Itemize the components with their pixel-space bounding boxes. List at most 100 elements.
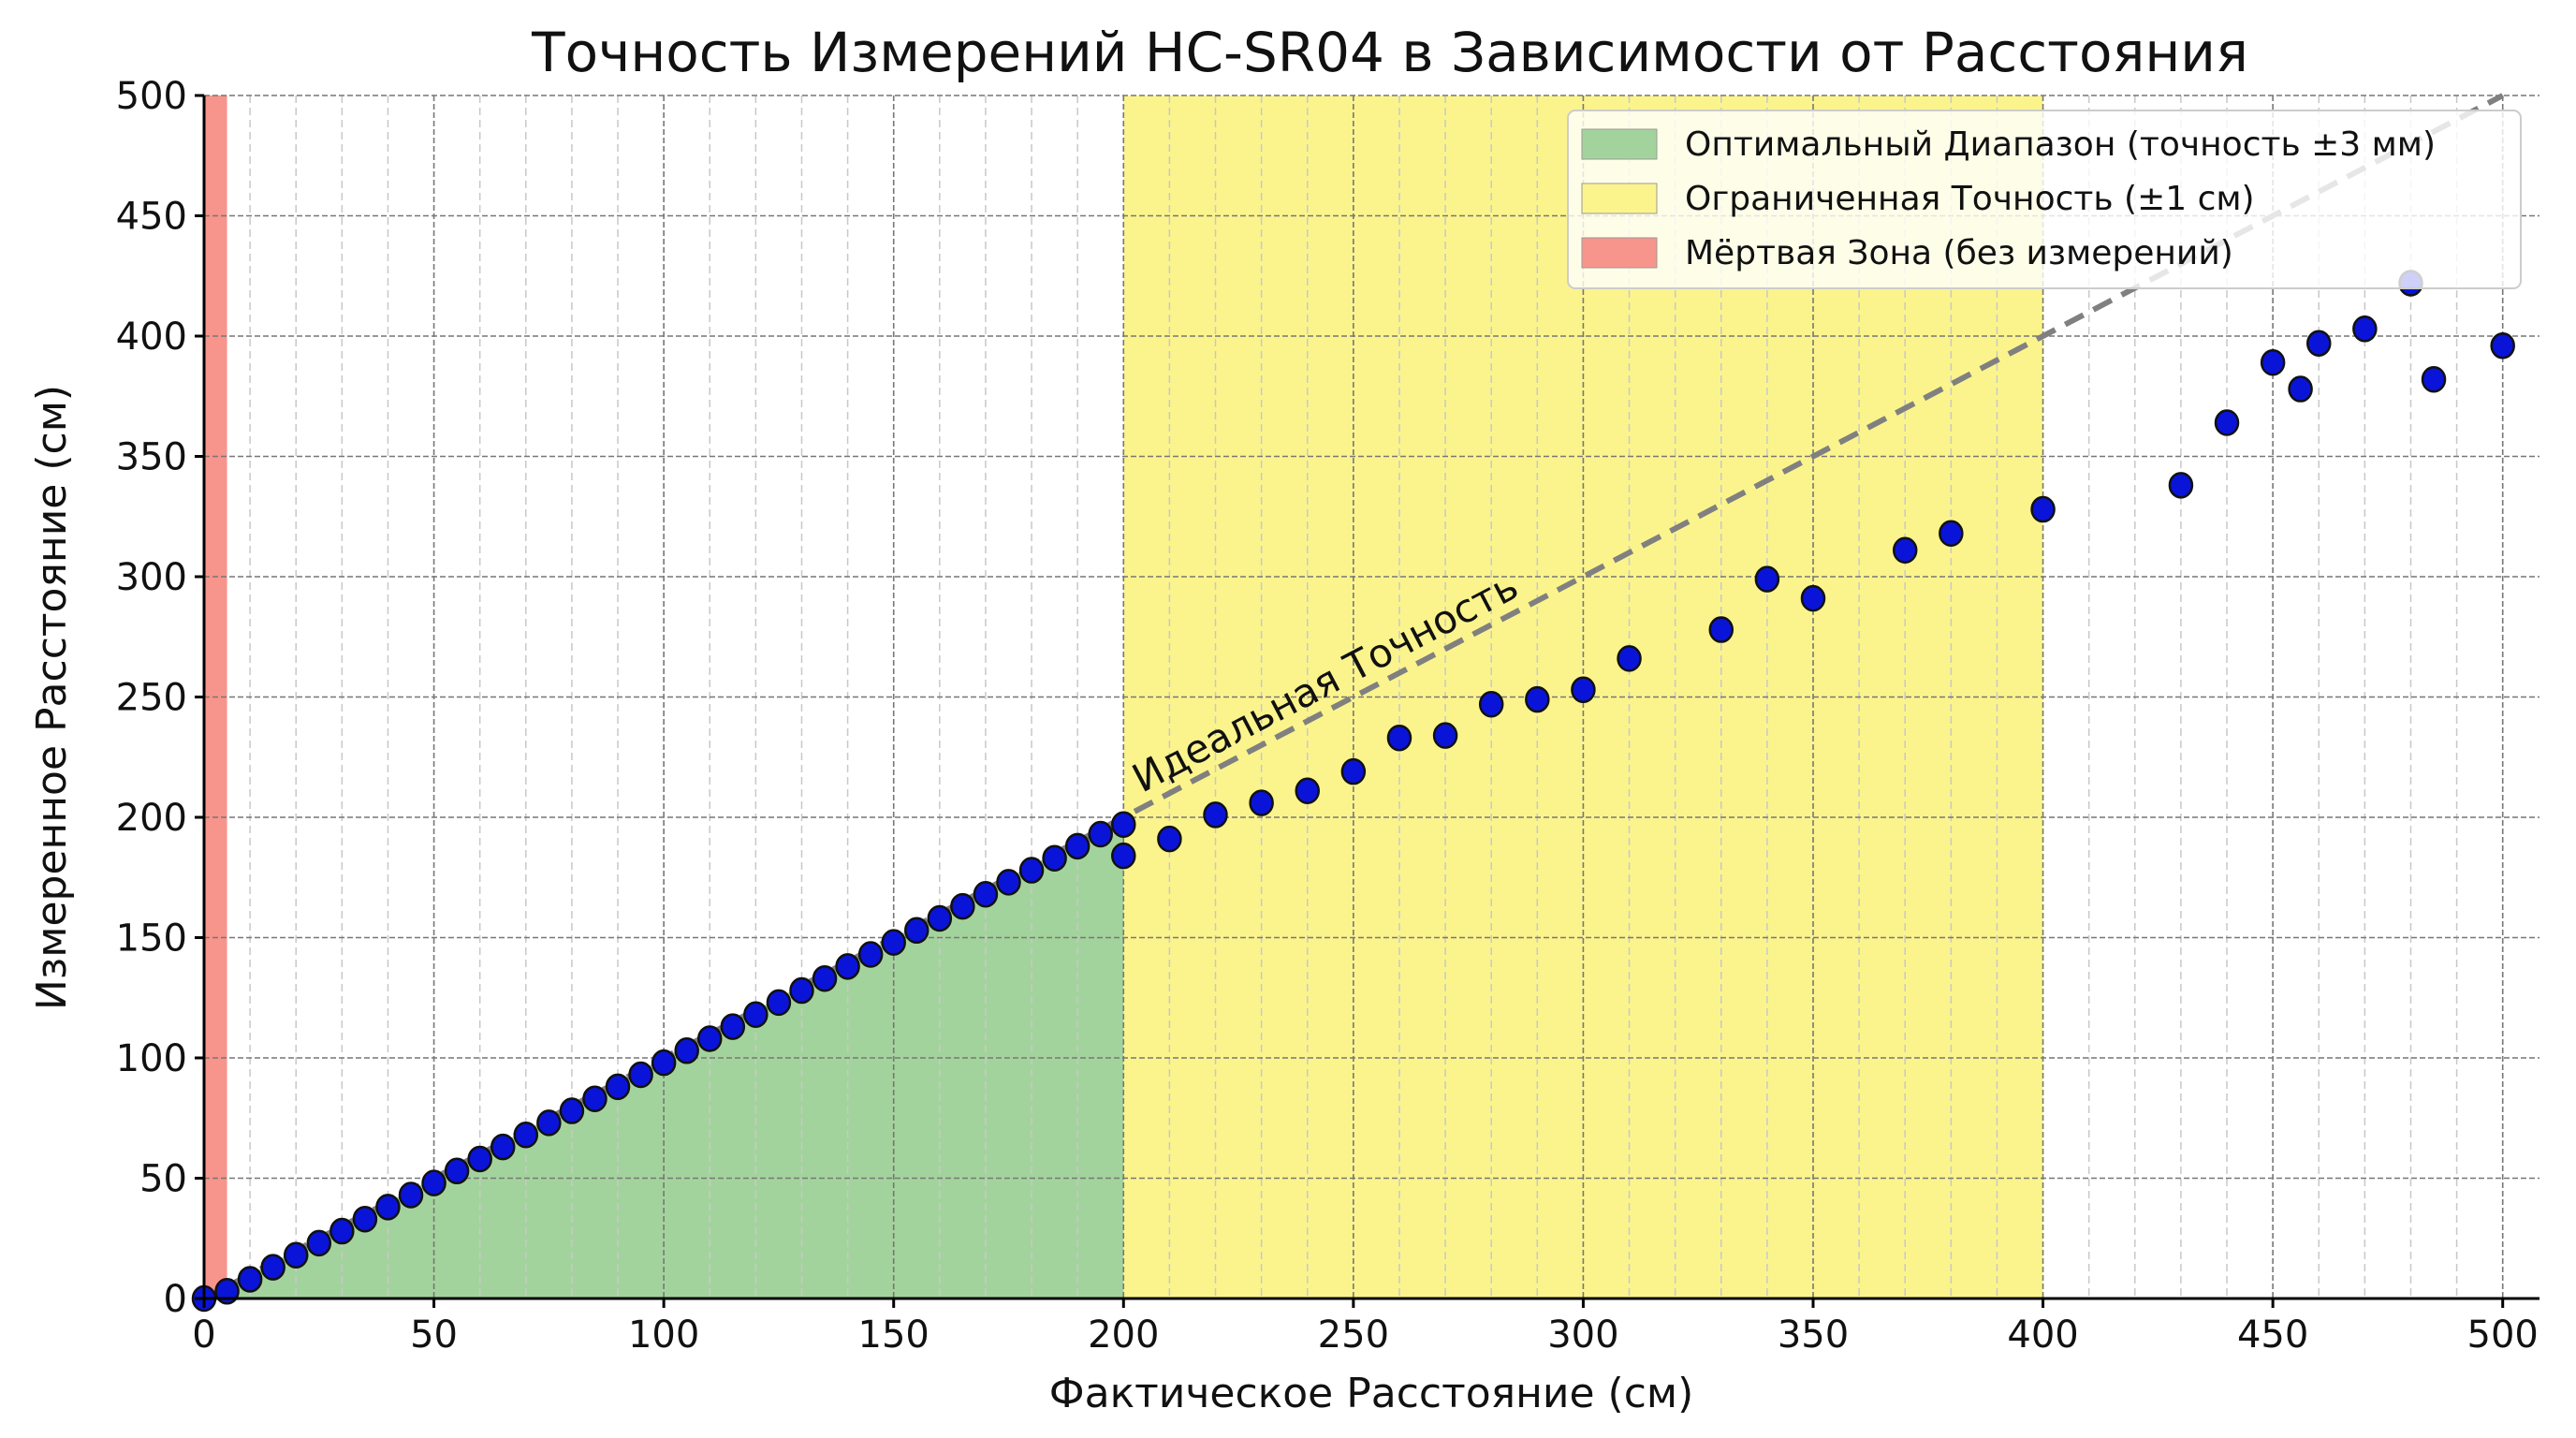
data-point xyxy=(1478,690,1504,718)
data-point xyxy=(1157,825,1182,853)
data-point xyxy=(237,1266,263,1293)
y-tick-label: 50 xyxy=(139,1158,187,1201)
y-tick-label: 450 xyxy=(116,196,187,239)
legend-swatch xyxy=(1581,128,1658,160)
data-point xyxy=(812,964,838,992)
axes: 0 50 100 150 200 250 300 350 400 450 500 0 50 100 150 2… xyxy=(116,75,2539,1357)
data-point xyxy=(467,1145,492,1173)
x-tick-label: 250 xyxy=(1318,1313,1389,1357)
data-point xyxy=(1042,844,1067,872)
data-point xyxy=(1064,832,1090,860)
data-point xyxy=(306,1229,332,1257)
x-tick-label: 350 xyxy=(1778,1313,1849,1357)
y-tick-label: 250 xyxy=(116,677,187,720)
data-point xyxy=(536,1109,562,1137)
data-point xyxy=(996,869,1021,896)
data-point xyxy=(881,929,906,956)
data-point xyxy=(1708,616,1734,643)
data-point xyxy=(720,1013,746,1040)
legend-entry: Мёртвая Зона (без измерений) xyxy=(1685,234,2233,272)
data-point xyxy=(375,1194,401,1221)
data-point xyxy=(398,1181,424,1209)
y-tick-label: 400 xyxy=(116,315,187,359)
data-point xyxy=(789,976,814,1005)
data-point xyxy=(559,1097,585,1124)
x-tick-label: 500 xyxy=(2467,1313,2539,1357)
legend-entry: Оптимальный Диапазон (точность ±3 мм) xyxy=(1685,125,2436,164)
legend-box xyxy=(1567,110,2522,289)
data-point xyxy=(1571,676,1596,704)
legend-entry: Ограниченная Точность (±1 см) xyxy=(1685,180,2255,218)
y-tick-label: 100 xyxy=(116,1037,187,1080)
data-point xyxy=(904,917,929,945)
y-tick-label: 0 xyxy=(164,1278,187,1321)
y-tick-label: 150 xyxy=(116,917,187,961)
data-point xyxy=(628,1061,653,1089)
data-point xyxy=(674,1037,699,1064)
data-point xyxy=(2421,366,2447,393)
data-point xyxy=(1111,842,1136,870)
x-axis-label: Фактическое Расстояние (см) xyxy=(1049,1370,1694,1417)
data-point xyxy=(1018,857,1045,884)
data-point xyxy=(927,904,953,932)
data-point xyxy=(1295,777,1320,804)
legend: Оптимальный Диапазон (точность ±3 мм) Огр… xyxy=(1567,110,2522,289)
data-point xyxy=(1617,645,1642,672)
data-point xyxy=(1432,722,1458,749)
y-tick-label: 300 xyxy=(116,556,187,599)
y-tick-label: 200 xyxy=(116,797,187,840)
data-point xyxy=(950,892,975,920)
y-tick-label: 350 xyxy=(116,436,187,479)
data-point xyxy=(2288,375,2313,403)
x-tick-label: 400 xyxy=(2007,1313,2078,1357)
data-point xyxy=(1386,724,1412,752)
x-tick-label: 50 xyxy=(410,1313,458,1357)
data-point xyxy=(513,1121,539,1149)
grid xyxy=(203,95,2539,1299)
data-point xyxy=(973,880,999,908)
data-point xyxy=(1800,584,1826,612)
data-point xyxy=(2352,315,2378,343)
data-point xyxy=(766,989,792,1017)
y-tick-label: 500 xyxy=(116,75,187,118)
data-point xyxy=(605,1073,631,1101)
data-point xyxy=(1892,536,1918,564)
data-point xyxy=(1754,565,1780,593)
data-point xyxy=(697,1025,723,1052)
y-axis-label: Измеренное Расстояние (см) xyxy=(28,385,76,1010)
legend-swatch xyxy=(1581,183,1658,214)
data-point xyxy=(2490,332,2515,360)
data-point xyxy=(421,1169,446,1196)
chart-title: Точность Измерений HC-SR04 в Зависимости… xyxy=(531,21,2248,84)
data-point xyxy=(352,1205,378,1233)
data-point xyxy=(835,953,860,980)
data-point xyxy=(857,941,884,968)
x-tick-label: 200 xyxy=(1088,1313,1159,1357)
data-point xyxy=(1249,789,1274,816)
data-point xyxy=(444,1157,470,1185)
data-point xyxy=(2030,495,2056,523)
data-point xyxy=(329,1217,355,1245)
data-point xyxy=(2214,409,2240,436)
data-point xyxy=(743,1001,768,1028)
x-tick-label: 150 xyxy=(858,1313,929,1357)
data-point xyxy=(1939,520,1964,547)
legend-swatch xyxy=(1581,237,1658,269)
data-point xyxy=(1340,757,1367,785)
x-tick-label: 100 xyxy=(628,1313,699,1357)
data-point xyxy=(2306,330,2332,357)
data-point xyxy=(1203,801,1228,829)
data-points xyxy=(191,270,2515,1313)
data-point xyxy=(1111,811,1136,838)
x-tick-label: 300 xyxy=(1547,1313,1618,1357)
data-point xyxy=(651,1049,677,1077)
data-point xyxy=(2168,472,2194,499)
data-point xyxy=(1088,820,1113,848)
data-point xyxy=(1525,685,1550,713)
data-point xyxy=(582,1085,607,1112)
data-point xyxy=(490,1133,516,1161)
x-tick-label: 0 xyxy=(192,1313,215,1357)
data-point xyxy=(283,1241,309,1269)
data-point xyxy=(260,1254,285,1281)
